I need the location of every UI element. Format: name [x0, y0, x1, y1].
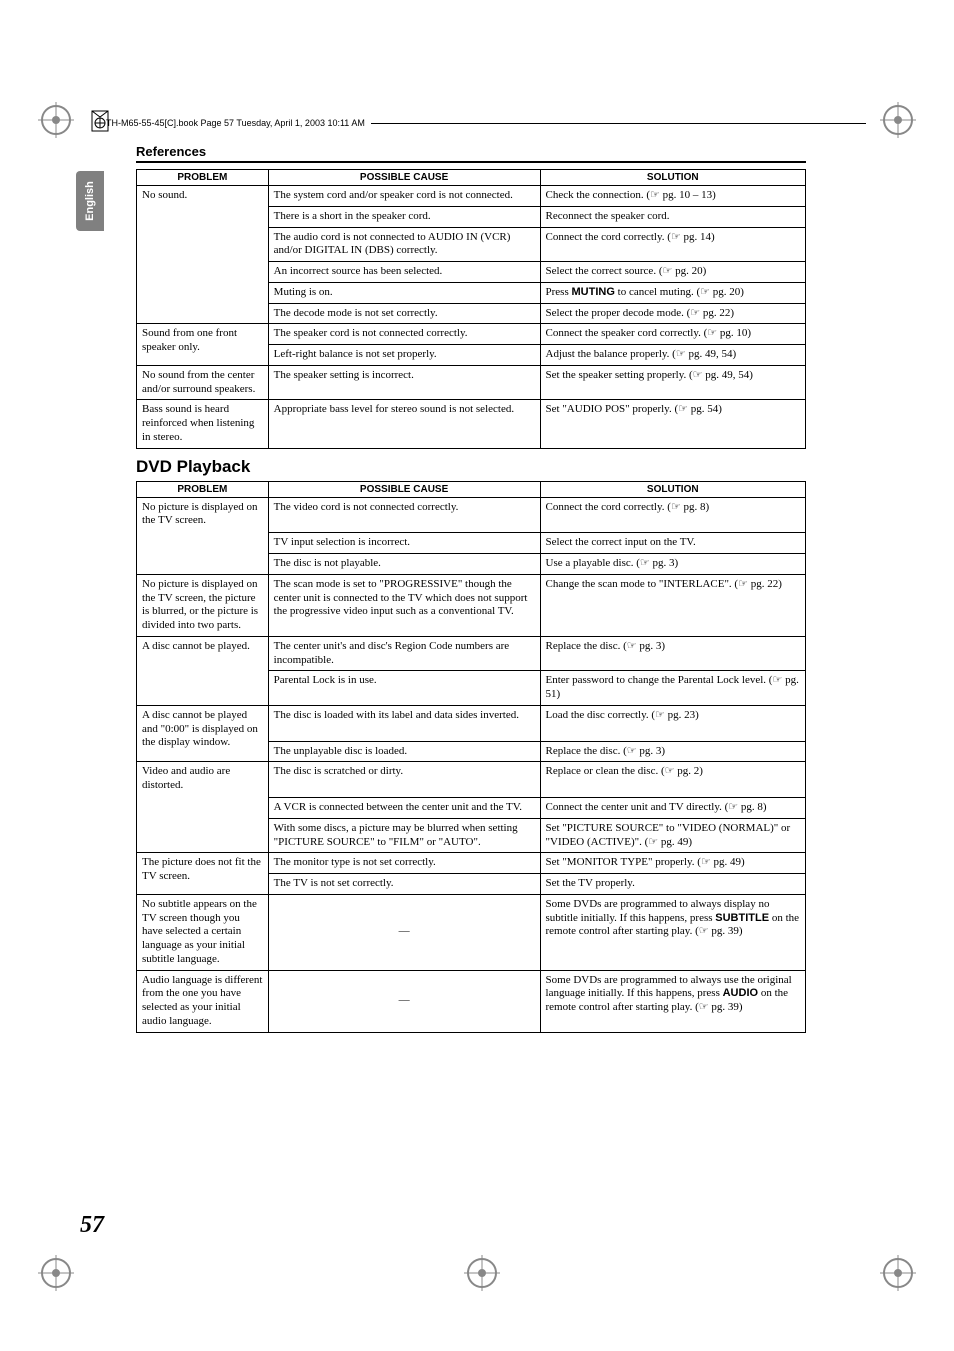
table-header: PROBLEM	[137, 481, 269, 497]
solution-cell: Replace or clean the disc. (☞ pg. 2)	[540, 762, 805, 798]
solution-cell: Use a playable disc. (☞ pg. 3)	[540, 554, 805, 575]
solution-cell: Enter password to change the Parental Lo…	[540, 671, 805, 706]
solution-cell: Load the disc correctly. (☞ pg. 23)	[540, 705, 805, 741]
cause-cell: With some discs, a picture may be blurre…	[268, 818, 540, 853]
problem-cell: Audio language is different from the one…	[137, 970, 269, 1032]
table-row: Video and audio are distorted.The disc i…	[137, 762, 806, 798]
page-header-line: TH-M65-55-45[C].book Page 57 Tuesday, Ap…	[106, 118, 866, 128]
solution-cell: Some DVDs are programmed to always use t…	[540, 970, 805, 1032]
table-header: SOLUTION	[540, 170, 805, 186]
troubleshooting-table-dvd: PROBLEMPOSSIBLE CAUSESOLUTIONNo picture …	[136, 481, 806, 1033]
section-title: References	[136, 144, 806, 159]
print-reg-mark	[880, 1255, 916, 1291]
table-header: POSSIBLE CAUSE	[268, 481, 540, 497]
cause-cell: The speaker setting is incorrect.	[268, 365, 540, 400]
cause-cell: Muting is on.	[268, 282, 540, 303]
troubleshooting-table-general: PROBLEMPOSSIBLE CAUSESOLUTIONNo sound.Th…	[136, 169, 806, 449]
cause-cell: Parental Lock is in use.	[268, 671, 540, 706]
cause-cell: The audio cord is not connected to AUDIO…	[268, 227, 540, 262]
solution-cell: Press MUTING to cancel muting. (☞ pg. 20…	[540, 282, 805, 303]
table-row: A disc cannot be played.The center unit'…	[137, 636, 806, 671]
cause-cell: —	[268, 970, 540, 1032]
solution-cell: Connect the cord correctly. (☞ pg. 14)	[540, 227, 805, 262]
cause-cell: The TV is not set correctly.	[268, 874, 540, 895]
problem-cell: No sound.	[137, 186, 269, 324]
solution-cell: Set "AUDIO POS" properly. (☞ pg. 54)	[540, 400, 805, 448]
cause-cell: The disc is loaded with its label and da…	[268, 705, 540, 741]
table-row: The picture does not fit the TV screen.T…	[137, 853, 806, 874]
cause-cell: The speaker cord is not connected correc…	[268, 324, 540, 345]
solution-cell: Replace the disc. (☞ pg. 3)	[540, 636, 805, 671]
solution-cell: Check the connection. (☞ pg. 10 – 13)	[540, 186, 805, 207]
cause-cell: The scan mode is set to "PROGRESSIVE" th…	[268, 574, 540, 636]
cause-cell: The monitor type is not set correctly.	[268, 853, 540, 874]
print-reg-mark	[880, 102, 916, 138]
table-row: No subtitle appears on the TV screen tho…	[137, 894, 806, 970]
page-header-rule	[371, 123, 866, 124]
problem-cell: The picture does not fit the TV screen.	[137, 853, 269, 895]
language-tab: English	[76, 171, 104, 231]
solution-cell: Connect the speaker cord correctly. (☞ p…	[540, 324, 805, 345]
page-number: 57	[80, 1212, 104, 1239]
cause-cell: The video cord is not connected correctl…	[268, 497, 540, 533]
cause-cell: —	[268, 894, 540, 970]
problem-cell: Sound from one front speaker only.	[137, 324, 269, 366]
cause-cell: The decode mode is not set correctly.	[268, 303, 540, 324]
solution-cell: Select the proper decode mode. (☞ pg. 22…	[540, 303, 805, 324]
content-area: References PROBLEMPOSSIBLE CAUSESOLUTION…	[136, 144, 806, 1033]
print-reg-mark	[38, 102, 74, 138]
table-header: SOLUTION	[540, 481, 805, 497]
solution-cell: Select the correct source. (☞ pg. 20)	[540, 262, 805, 283]
cause-cell: Left-right balance is not set properly.	[268, 345, 540, 366]
solution-cell: Select the correct input on the TV.	[540, 533, 805, 554]
table-row: Sound from one front speaker only.The sp…	[137, 324, 806, 345]
print-reg-mark	[464, 1255, 500, 1291]
cause-cell: There is a short in the speaker cord.	[268, 206, 540, 227]
table-header: PROBLEM	[137, 170, 269, 186]
solution-cell: Change the scan mode to "INTERLACE". (☞ …	[540, 574, 805, 636]
problem-cell: No picture is displayed on the TV screen…	[137, 574, 269, 636]
cause-cell: An incorrect source has been selected.	[268, 262, 540, 283]
table-row: Bass sound is heard reinforced when list…	[137, 400, 806, 448]
problem-cell: Video and audio are distorted.	[137, 762, 269, 853]
solution-cell: Connect the center unit and TV directly.…	[540, 798, 805, 819]
solution-cell: Set the TV properly.	[540, 874, 805, 895]
cause-cell: TV input selection is incorrect.	[268, 533, 540, 554]
cause-cell: The system cord and/or speaker cord is n…	[268, 186, 540, 207]
problem-cell: A disc cannot be played and "0:00" is di…	[137, 705, 269, 762]
solution-cell: Set the speaker setting properly. (☞ pg.…	[540, 365, 805, 400]
table-row: No picture is displayed on the TV screen…	[137, 574, 806, 636]
table-row: Audio language is different from the one…	[137, 970, 806, 1032]
cause-cell: The disc is scratched or dirty.	[268, 762, 540, 798]
problem-cell: No picture is displayed on the TV screen…	[137, 497, 269, 574]
dvd-playback-heading: DVD Playback	[136, 457, 806, 477]
cause-cell: A VCR is connected between the center un…	[268, 798, 540, 819]
solution-cell: Reconnect the speaker cord.	[540, 206, 805, 227]
table-row: No sound from the center and/or surround…	[137, 365, 806, 400]
page-header-filename: TH-M65-55-45[C].book Page 57 Tuesday, Ap…	[106, 118, 365, 128]
solution-cell: Set "PICTURE SOURCE" to "VIDEO (NORMAL)"…	[540, 818, 805, 853]
problem-cell: Bass sound is heard reinforced when list…	[137, 400, 269, 448]
solution-cell: Connect the cord correctly. (☞ pg. 8)	[540, 497, 805, 533]
print-reg-mark	[38, 1255, 74, 1291]
cause-cell: The center unit's and disc's Region Code…	[268, 636, 540, 671]
problem-cell: A disc cannot be played.	[137, 636, 269, 705]
section-rule	[136, 161, 806, 163]
cause-cell: The unplayable disc is loaded.	[268, 741, 540, 762]
language-tab-label: English	[84, 181, 96, 221]
table-header: POSSIBLE CAUSE	[268, 170, 540, 186]
page: TH-M65-55-45[C].book Page 57 Tuesday, Ap…	[0, 0, 954, 1351]
solution-cell: Set "MONITOR TYPE" properly. (☞ pg. 49)	[540, 853, 805, 874]
table-row: No sound.The system cord and/or speaker …	[137, 186, 806, 207]
table-row: No picture is displayed on the TV screen…	[137, 497, 806, 533]
table-row: A disc cannot be played and "0:00" is di…	[137, 705, 806, 741]
problem-cell: No sound from the center and/or surround…	[137, 365, 269, 400]
solution-cell: Some DVDs are programmed to always displ…	[540, 894, 805, 970]
problem-cell: No subtitle appears on the TV screen tho…	[137, 894, 269, 970]
solution-cell: Replace the disc. (☞ pg. 3)	[540, 741, 805, 762]
solution-cell: Adjust the balance properly. (☞ pg. 49, …	[540, 345, 805, 366]
cause-cell: The disc is not playable.	[268, 554, 540, 575]
cause-cell: Appropriate bass level for stereo sound …	[268, 400, 540, 448]
